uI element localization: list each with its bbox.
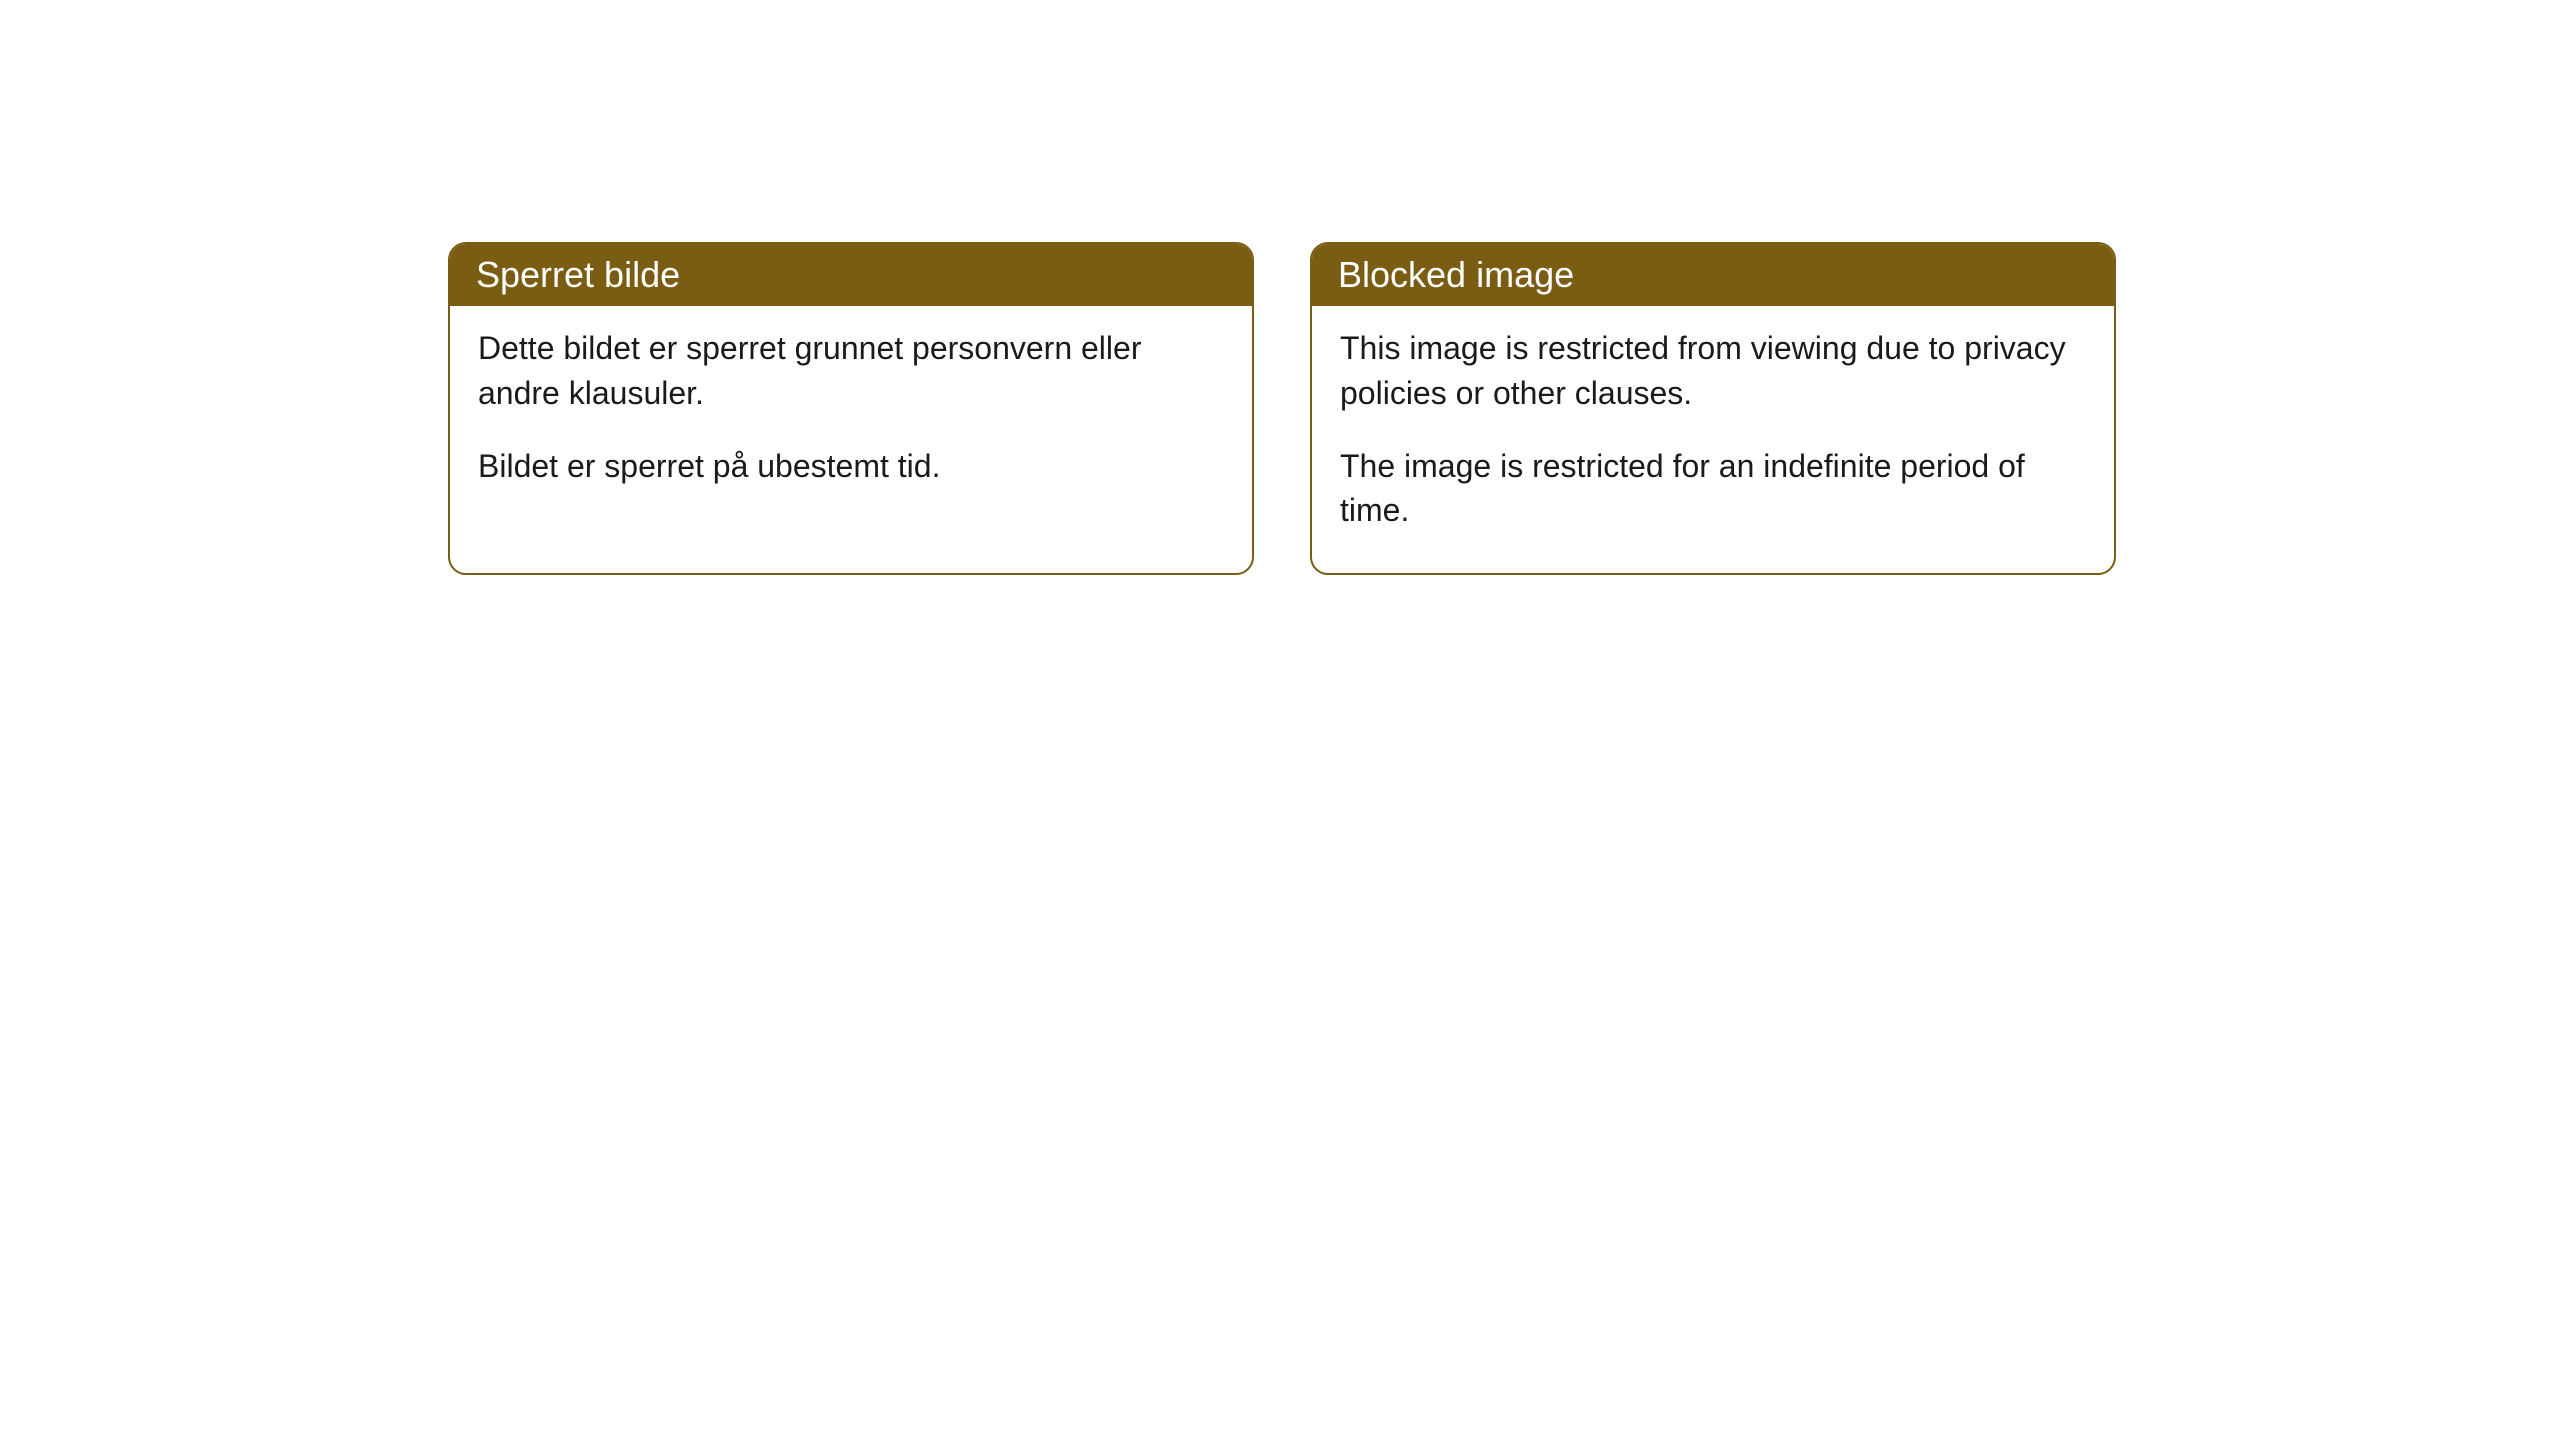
card-title: Sperret bilde bbox=[450, 244, 1252, 306]
notice-paragraph-1: Dette bildet er sperret grunnet personve… bbox=[478, 326, 1224, 416]
notice-cards-container: Sperret bilde Dette bildet er sperret gr… bbox=[448, 242, 2116, 575]
notice-paragraph-2: Bildet er sperret på ubestemt tid. bbox=[478, 444, 1224, 489]
notice-paragraph-1: This image is restricted from viewing du… bbox=[1340, 326, 2086, 416]
notice-paragraph-2: The image is restricted for an indefinit… bbox=[1340, 444, 2086, 534]
notice-card-norwegian: Sperret bilde Dette bildet er sperret gr… bbox=[448, 242, 1254, 575]
card-body: Dette bildet er sperret grunnet personve… bbox=[450, 306, 1252, 528]
card-title: Blocked image bbox=[1312, 244, 2114, 306]
notice-card-english: Blocked image This image is restricted f… bbox=[1310, 242, 2116, 575]
card-body: This image is restricted from viewing du… bbox=[1312, 306, 2114, 573]
